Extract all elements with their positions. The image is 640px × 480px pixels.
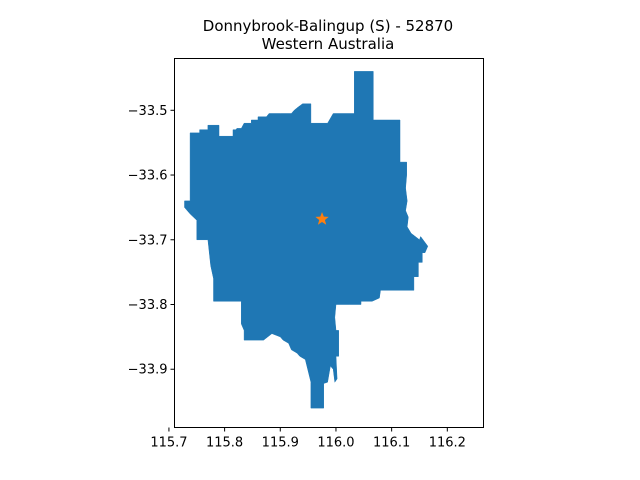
y-tick-label: −33.7 [128,233,168,248]
x-tick-label: 116.1 [373,436,410,451]
x-tick-label: 115.7 [150,436,187,451]
y-tick-label: −33.6 [128,169,168,184]
y-tick-label: −33.5 [128,104,168,119]
region-shape [184,71,429,409]
y-tick-label: −33.8 [128,298,168,313]
axes-frame [174,58,484,428]
x-tick-label: 115.8 [206,436,243,451]
y-tick-label: −33.9 [128,363,168,378]
chart-subtitle: Western Australia [262,35,395,53]
x-tick-label: 115.9 [262,436,299,451]
x-axis: 115.7 115.8 115.9 116.0 116.1 116.2 [150,427,466,451]
centroid-star-icon [315,212,329,225]
x-tick-label: 116.2 [429,436,466,451]
x-tick-label: 116.0 [317,436,354,451]
chart-title: Donnybrook-Balingup (S) - 52870 [203,17,453,35]
y-axis: −33.5 −33.6 −33.7 −33.8 −33.9 [128,104,175,378]
plot-area [184,71,429,409]
